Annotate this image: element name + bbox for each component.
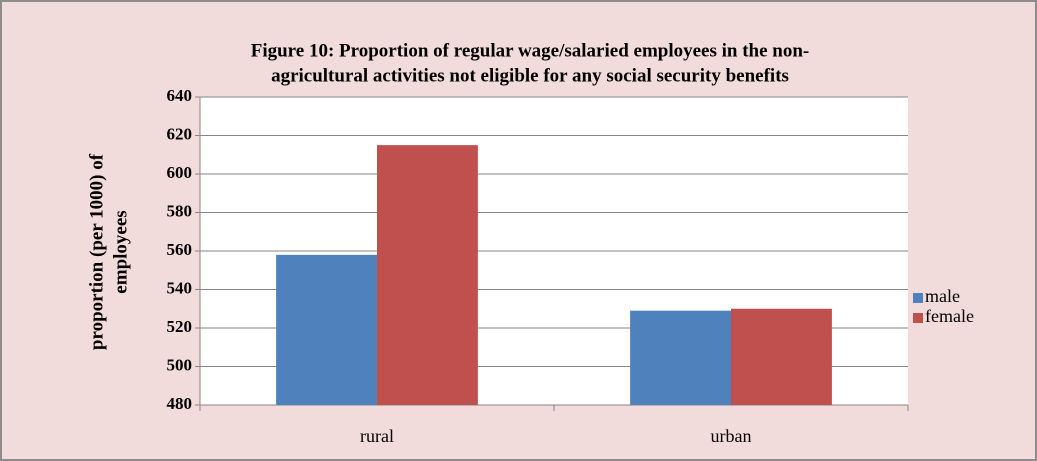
chart-title: agricultural activities not eligible for… bbox=[271, 65, 789, 86]
y-axis-title-line: employees bbox=[110, 210, 131, 293]
x-tick-label: urban bbox=[711, 426, 752, 446]
legend-swatch bbox=[913, 293, 923, 303]
legend-label: female bbox=[925, 306, 974, 326]
y-tick-label: 560 bbox=[167, 240, 193, 259]
bar bbox=[377, 145, 478, 405]
chart-title: Figure 10: Proportion of regular wage/sa… bbox=[251, 40, 810, 61]
x-tick-label: rural bbox=[360, 426, 394, 446]
legend-swatch bbox=[913, 313, 923, 323]
y-tick-label: 540 bbox=[167, 278, 193, 297]
bar bbox=[276, 254, 377, 405]
bar bbox=[731, 308, 832, 405]
y-tick-label: 640 bbox=[167, 86, 193, 105]
bar bbox=[630, 310, 731, 405]
y-tick-label: 520 bbox=[167, 317, 193, 336]
y-axis-title-line: proportion (per 1000) of bbox=[86, 153, 107, 350]
y-tick-label: 620 bbox=[167, 124, 193, 143]
y-tick-label: 600 bbox=[167, 163, 193, 182]
y-axis-title: proportion (per 1000) of employees bbox=[86, 153, 131, 350]
y-tick-label: 480 bbox=[167, 394, 193, 413]
legend-label: male bbox=[925, 286, 960, 306]
y-tick-label: 500 bbox=[167, 355, 193, 374]
y-tick-label: 580 bbox=[167, 201, 193, 220]
